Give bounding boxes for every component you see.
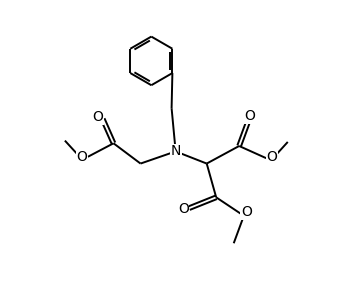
Text: O: O bbox=[267, 150, 278, 164]
Text: O: O bbox=[241, 205, 252, 219]
Text: N: N bbox=[171, 145, 181, 158]
Text: O: O bbox=[245, 109, 255, 123]
Text: O: O bbox=[76, 150, 87, 164]
Text: O: O bbox=[178, 202, 189, 216]
Text: O: O bbox=[92, 110, 103, 124]
